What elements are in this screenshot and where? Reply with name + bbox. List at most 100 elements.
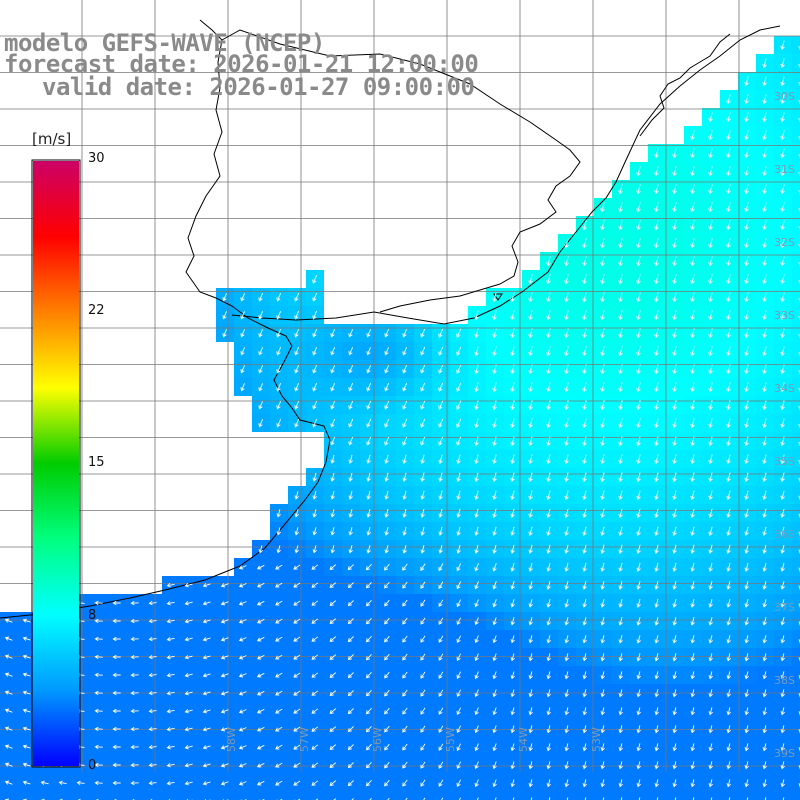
wind-arrow	[329, 726, 337, 732]
wind-arrow	[294, 365, 300, 374]
wind-arrow	[148, 618, 157, 624]
wind-arrow	[618, 400, 623, 411]
wind-arrow	[348, 329, 354, 338]
wind-arrow	[564, 256, 569, 267]
wind-arrow	[220, 727, 229, 732]
wind-arrow	[420, 526, 425, 536]
wind-arrow	[530, 797, 533, 800]
wind-arrow	[726, 436, 731, 447]
wind-arrow	[184, 726, 193, 732]
wind-arrow	[708, 274, 713, 285]
wind-arrow	[420, 725, 426, 733]
wind-arrow	[582, 544, 587, 554]
wind-arrow	[365, 671, 372, 679]
wind-arrow	[202, 655, 211, 660]
wind-arrow	[546, 382, 551, 393]
wind-arrow	[438, 544, 443, 554]
wind-arrow	[762, 490, 767, 501]
wind-arrow	[510, 725, 515, 734]
wind-arrow	[405, 797, 408, 800]
wind-arrow	[384, 743, 390, 751]
wind-arrow	[708, 617, 713, 626]
wind-arrow	[202, 601, 211, 606]
wind-arrow	[672, 635, 677, 644]
wind-arrow	[582, 472, 587, 483]
wind-arrow	[330, 798, 337, 800]
wind-arrow	[780, 76, 785, 87]
wind-arrow	[708, 653, 713, 662]
wind-arrow	[275, 654, 283, 660]
wind-arrow	[276, 545, 281, 554]
wind-arrow	[618, 779, 623, 788]
colorbar-tick-30: 30	[88, 151, 105, 166]
wind-arrow	[420, 508, 425, 518]
wind-arrow	[708, 220, 713, 231]
wind-arrow	[474, 490, 479, 501]
wind-arrow	[166, 780, 175, 786]
wind-arrow	[365, 707, 372, 715]
wind-arrow	[582, 562, 587, 572]
wind-arrow	[130, 636, 139, 642]
wind-arrow	[510, 490, 515, 501]
wind-arrow	[618, 274, 623, 285]
wind-arrow	[546, 598, 551, 608]
wind-arrow	[762, 364, 767, 375]
wind-arrow	[365, 617, 372, 625]
wind-arrow	[726, 490, 731, 501]
wind-arrow	[582, 653, 587, 662]
wind-arrow	[654, 490, 659, 501]
wind-arrow	[402, 581, 408, 589]
wind-arrow	[492, 436, 497, 447]
speed-cell	[792, 396, 800, 414]
wind-arrow	[744, 671, 749, 680]
wind-arrow	[166, 726, 175, 732]
wind-arrow	[528, 274, 533, 285]
wind-arrow	[618, 635, 623, 644]
wind-arrow	[780, 743, 785, 752]
wind-arrow	[438, 490, 443, 501]
wind-arrow	[546, 544, 551, 554]
wind-arrow	[22, 780, 31, 785]
wind-arrow	[672, 220, 677, 231]
wind-arrow	[654, 184, 659, 195]
wind-arrow	[600, 616, 605, 626]
wind-arrow	[238, 637, 247, 642]
wind-arrow	[510, 653, 515, 662]
wind-arrow	[275, 762, 283, 768]
speed-cell	[270, 792, 288, 800]
wind-arrow	[618, 328, 623, 339]
wind-arrow	[528, 328, 533, 339]
colorbar-gradient	[33, 161, 79, 766]
wind-arrow	[166, 600, 175, 606]
wind-arrow	[744, 490, 749, 501]
wind-arrow	[582, 689, 587, 698]
wind-arrow	[600, 238, 605, 249]
wind-arrow	[220, 745, 229, 750]
wind-arrow	[329, 690, 337, 696]
speed-cell	[450, 792, 468, 800]
wind-arrow	[636, 184, 641, 195]
wind-arrow	[474, 617, 479, 626]
wind-arrow	[762, 76, 767, 87]
wind-arrow	[564, 653, 569, 662]
wind-arrow	[708, 184, 713, 195]
wind-arrow	[690, 400, 695, 411]
wind-arrow	[546, 508, 551, 518]
wind-arrow	[492, 328, 497, 339]
wind-arrow	[366, 400, 372, 410]
wind-arrow	[510, 599, 515, 608]
lat-label: 39S	[774, 747, 795, 760]
wind-arrow	[94, 654, 103, 660]
wind-arrow	[276, 419, 282, 428]
wind-arrow	[762, 184, 767, 195]
wind-arrow	[708, 238, 713, 249]
wind-arrow	[600, 580, 605, 590]
wind-arrow	[618, 580, 623, 590]
wind-arrow	[528, 580, 533, 590]
wind-arrow	[474, 328, 479, 339]
wind-arrow	[618, 490, 623, 501]
wind-arrow	[348, 418, 354, 428]
wind-arrow	[582, 725, 587, 734]
wind-arrow	[258, 419, 264, 428]
wind-arrow	[458, 797, 462, 800]
